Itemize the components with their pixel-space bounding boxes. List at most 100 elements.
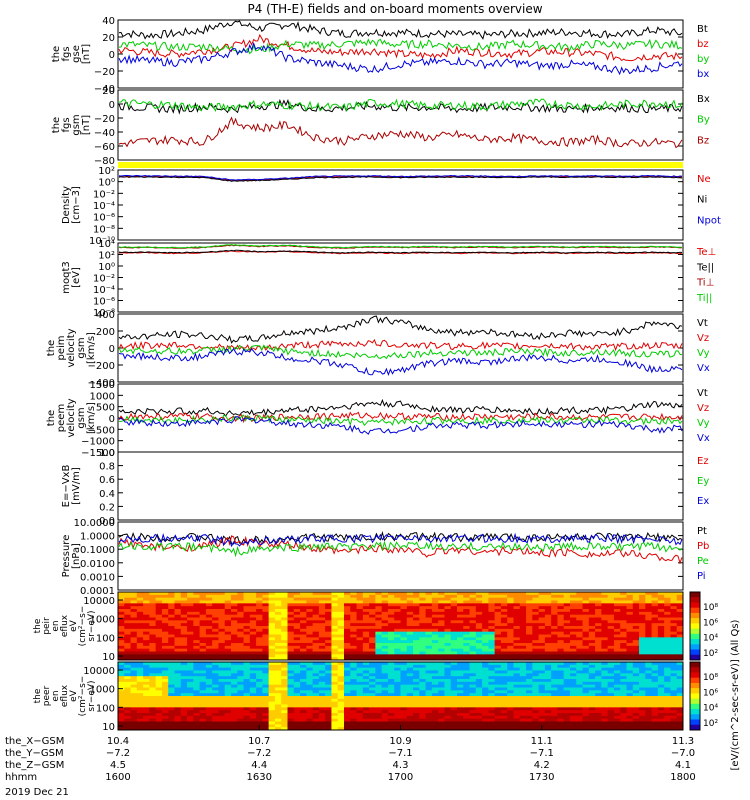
spectrogram-cell (588, 718, 596, 722)
spectrogram-cell (557, 696, 565, 700)
spectrogram-cell (538, 626, 546, 630)
spectrogram-cell (375, 724, 383, 728)
spectrogram-cell (425, 673, 433, 677)
spectrogram-cell (657, 715, 665, 720)
spectrogram-cell (262, 651, 270, 655)
spectrogram-cell (243, 631, 251, 635)
y-axis-label: the (51, 117, 62, 133)
spectrogram-cell (431, 611, 439, 616)
spectrogram-cell (281, 603, 288, 607)
spectrogram-cell (249, 609, 257, 613)
spectrogram-cell (595, 662, 602, 666)
spectrogram-cell (519, 626, 527, 630)
spectrogram-cell (538, 698, 546, 703)
spectrogram-cell (526, 631, 533, 635)
spectrogram-cell (118, 637, 125, 641)
spectrogram-cell (494, 617, 502, 621)
spectrogram-cell (199, 606, 207, 610)
spectrogram-cell (670, 634, 678, 638)
y-tick-label: 500 (96, 403, 115, 414)
spectrogram-cell (639, 611, 646, 616)
spectrogram-cell (312, 704, 320, 708)
spectrogram-cell (488, 620, 496, 624)
spectrogram-cell (632, 637, 640, 641)
spectrogram-cell (306, 637, 314, 641)
spectrogram-cell (576, 628, 584, 633)
spectrogram-cell (488, 657, 496, 661)
spectrogram-cell (274, 724, 282, 728)
spectrogram-cell (381, 594, 389, 599)
spectrogram-cell (507, 704, 514, 708)
spectrogram-cell (274, 710, 282, 714)
spectrogram-cell (193, 690, 201, 694)
spectrogram-cell (387, 727, 395, 731)
spectrogram-cell (400, 690, 408, 694)
spectrogram-cell (551, 626, 558, 630)
spectrogram-cell (563, 707, 571, 711)
spectrogram-cell (356, 696, 364, 700)
spectrogram-cell (287, 696, 295, 700)
colorbar-band (690, 654, 700, 661)
spectrogram-cell (224, 721, 232, 725)
spectrogram-cell (639, 696, 646, 700)
spectrogram-cell (626, 696, 634, 700)
spectrogram-cell (526, 594, 533, 599)
spectrogram-cell (356, 718, 364, 722)
spectrogram-cell (256, 670, 263, 674)
spectrogram-cell (218, 679, 226, 683)
spectrogram-cell (387, 673, 395, 677)
spectrogram-cell (381, 687, 389, 691)
spectrogram-cell (626, 676, 634, 680)
spectrogram-cell (344, 606, 351, 610)
spectrogram-cell (231, 606, 238, 610)
spectrogram-cell (532, 724, 540, 728)
spectrogram-cell (249, 664, 257, 669)
spectrogram-cell (563, 637, 571, 641)
spectrogram-cell (293, 628, 301, 633)
spectrogram-cell (130, 603, 138, 607)
spectrogram-cell (438, 710, 445, 714)
spectrogram-cell (318, 611, 326, 616)
spectrogram-cell (482, 645, 489, 650)
spectrogram-cell (124, 673, 132, 677)
spectrogram-cell (387, 704, 395, 708)
spectrogram-cell (500, 623, 508, 627)
spectrogram-cell (143, 640, 150, 644)
spectrogram-cell (350, 645, 358, 650)
spectrogram-cell (369, 676, 376, 680)
spectrogram-cell (187, 718, 194, 722)
spectrogram-cell (212, 710, 219, 714)
spectrogram-cell (463, 592, 471, 596)
spectrogram-cell (419, 651, 427, 655)
spectrogram-cell (281, 631, 288, 635)
spectrogram-cell (362, 667, 370, 671)
spectrogram-cell (526, 606, 533, 610)
spectrogram-cell (469, 684, 477, 688)
spectrogram-cell (670, 645, 678, 650)
spectrogram-cell (632, 611, 640, 616)
spectrogram-cell (526, 643, 533, 647)
spectrogram-cell (256, 681, 263, 686)
spectrogram-cell (582, 687, 590, 691)
spectrogram-cell (507, 634, 514, 638)
spectrogram-cell (400, 718, 408, 722)
spectrogram-cell (218, 592, 226, 596)
spectrogram-cell (118, 643, 125, 647)
spectrogram-cell (639, 603, 646, 607)
y-tick-label: 10 (102, 652, 115, 663)
spectrogram-cell (325, 664, 332, 669)
spectrogram-cell (174, 710, 182, 714)
spectrogram-cell (482, 623, 489, 627)
spectrogram-cell (475, 645, 483, 650)
spectrogram-cell (588, 679, 596, 683)
y-tick-label: 0 (109, 100, 115, 111)
spectrogram-cell (607, 713, 615, 717)
spectrogram-cell (256, 687, 263, 691)
spectrogram-cell (344, 628, 351, 633)
spectrogram-cell (237, 710, 245, 714)
spectrogram-cell (243, 645, 251, 650)
spectrogram-cell (362, 701, 370, 705)
spectrogram-cell (318, 681, 326, 686)
spectrogram-cell (268, 707, 276, 711)
spectrogram-cell (544, 679, 552, 683)
